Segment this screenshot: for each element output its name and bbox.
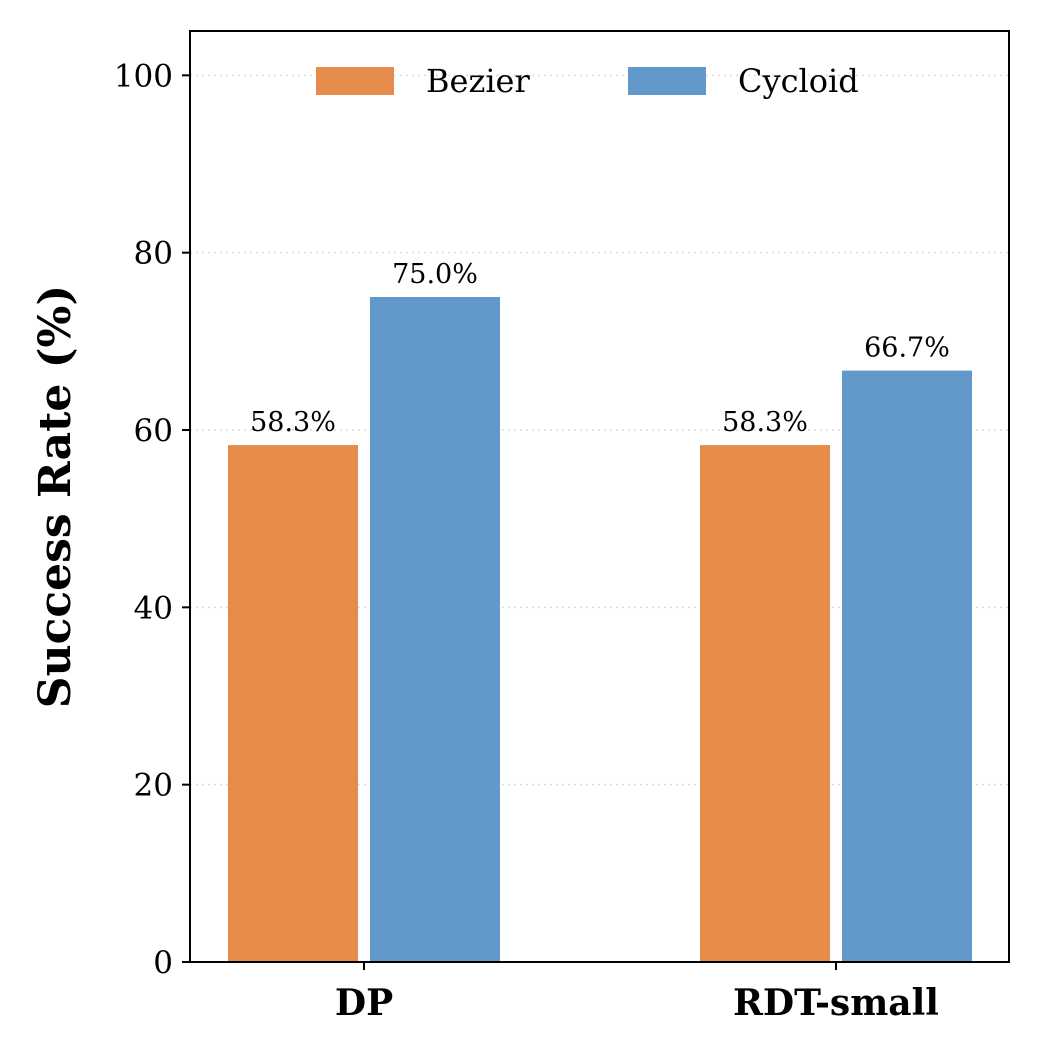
y-axis: 0 20 40 60 80 100 [114, 58, 190, 981]
y-tick-label: 80 [134, 236, 173, 272]
y-tick-label: 100 [114, 58, 173, 94]
bar-bezier-rdt-small [700, 445, 830, 962]
legend: Bezier Cycloid [316, 62, 859, 100]
data-labels: 58.3% 75.0% 58.3% 66.7% [250, 259, 950, 438]
bar-cycloid-dp [370, 297, 500, 962]
legend-swatch-bezier [316, 67, 394, 95]
plot-frame [189, 30, 1010, 963]
bar-cycloid-rdt-small [842, 370, 972, 962]
legend-swatch-cycloid [628, 67, 706, 95]
y-tick-label: 0 [153, 945, 173, 981]
data-label: 75.0% [392, 259, 478, 290]
y-tick-label: 60 [134, 413, 173, 449]
bars [228, 297, 972, 962]
grid-lines [190, 74, 1009, 786]
x-tick-label: DP [335, 982, 393, 1024]
data-label: 66.7% [864, 333, 950, 364]
bar-bezier-dp [228, 445, 358, 962]
y-tick-label: 40 [134, 590, 173, 626]
legend-label-bezier: Bezier [426, 62, 530, 100]
data-label: 58.3% [250, 407, 336, 438]
x-tick-label: RDT-small [733, 982, 939, 1024]
x-axis: DP RDT-small [335, 962, 939, 1024]
y-tick-label: 20 [134, 768, 173, 804]
legend-label-cycloid: Cycloid [738, 62, 859, 100]
data-label: 58.3% [722, 407, 808, 438]
y-axis-label: Success Rate (%) [30, 285, 81, 708]
